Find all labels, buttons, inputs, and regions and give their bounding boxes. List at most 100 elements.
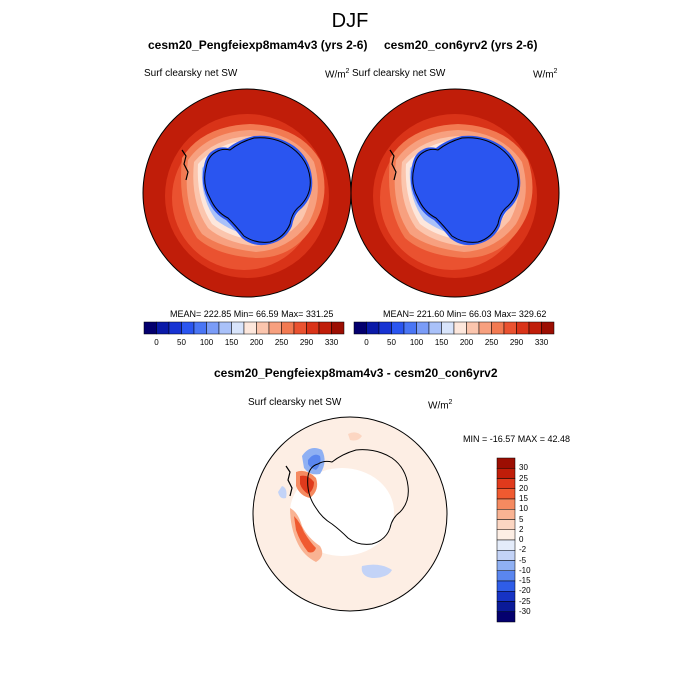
panel-2-colorbar-swatch <box>366 321 380 335</box>
panel-3-colorbar-swatch <box>496 570 516 582</box>
panel-1-colorbar-swatch <box>181 321 195 335</box>
panel-1-antarctica-field <box>202 135 313 246</box>
panel-1-colorbar-swatch <box>293 321 307 335</box>
panel-1-colorbar <box>143 321 345 335</box>
panel-2-colorbar-tick-label: 150 <box>434 338 449 347</box>
panel-3-colorbar-swatch <box>496 580 516 592</box>
panel-2-colorbar-swatch <box>503 321 517 335</box>
panel-1-colorbar-tick-label: 250 <box>274 338 289 347</box>
panel-3-coastline <box>307 449 409 545</box>
panel-2-colorbar-swatch <box>428 321 442 335</box>
panel-2-colorbar-swatch <box>378 321 392 335</box>
page-title: DJF <box>331 10 369 32</box>
panel-3-colorbar-tick-label: -25 <box>519 596 531 606</box>
panel-1-colorbar-swatch <box>193 321 207 335</box>
panel-1-colorbar-swatch <box>218 321 232 335</box>
panel-1-colorbar-swatch <box>168 321 182 335</box>
panel-2-map-border <box>350 88 560 298</box>
panel-1-colorbar-tick-label: 200 <box>249 338 264 347</box>
panel-3-colorbar-swatch <box>496 591 516 602</box>
panel-3-colorbar-swatch <box>496 498 516 510</box>
panel-2-colorbar-swatch <box>466 321 480 335</box>
panel-1-units-exp: 2 <box>345 68 350 75</box>
panel-1-colorbar-swatch <box>281 321 295 335</box>
panel-3-colorbar-swatch <box>496 457 516 469</box>
panel-3-colorbar-tick-label: 5 <box>519 514 524 524</box>
panel-3-colorbar-tick-label: 30 <box>519 463 528 473</box>
panel-1-colorbar-swatch <box>268 321 282 335</box>
panel-3-colorbar-swatch <box>496 468 516 479</box>
panel-2-coastline <box>412 137 519 243</box>
panel-2-colorbar-swatch <box>478 321 492 335</box>
panel-2-colorbar-swatch <box>441 321 455 335</box>
panel-3-peninsula-outline <box>285 465 293 497</box>
panel-3-colorbar-swatch <box>496 601 516 612</box>
panel-3-colorbar <box>496 457 516 623</box>
panel-1-colorbar-swatch <box>243 321 257 335</box>
panel-2-colorbar-tick-label: 0 <box>364 338 369 347</box>
panel-2-colorbar <box>353 321 555 335</box>
panel-1-variable: Surf clearsky net SW <box>144 68 238 79</box>
panel-1-colorbar-tick-label: 100 <box>199 338 214 347</box>
panel-3-colorbar-tick-label: -10 <box>519 565 531 575</box>
panel-2-colorbar-swatch <box>353 321 367 335</box>
panel-1-title: cesm20_Pengfeiexp8mam4v3 (yrs 2-6) <box>148 38 368 52</box>
panel-3-colorbar-swatch <box>496 529 516 541</box>
panel-2-variable: Surf clearsky net SW <box>352 68 446 79</box>
panel-1-colorbar-swatch <box>143 321 157 335</box>
panel-2-title: cesm20_con6yrv2 (yrs 2-6) <box>384 38 538 52</box>
panel-1-colorbar-swatch <box>156 321 170 335</box>
panel-3-colorbar-tick-label: 20 <box>519 483 528 493</box>
panel-1-units: W/m2 <box>325 68 349 80</box>
panel-3-positive-patch-top <box>348 432 362 441</box>
panel-1-colorbar-swatch <box>206 321 220 335</box>
panel-3-colorbar-swatch <box>496 539 516 551</box>
panel-3-map <box>252 416 448 612</box>
panel-2-colorbar-swatch <box>516 321 530 335</box>
panel-2-colorbar-swatch <box>528 321 542 335</box>
panel-1-colorbar-swatch <box>256 321 270 335</box>
panel-1-colorbar-tick-label: 0 <box>154 338 159 347</box>
panel-3-variable: Surf clearsky net SW <box>248 397 342 408</box>
panel-2-units-exp: 2 <box>553 68 558 75</box>
panel-2-units-base: W/m <box>533 69 554 81</box>
panel-3-positive-core-peninsula <box>300 475 314 494</box>
panel-2-colorbar-tick-label: 250 <box>484 338 499 347</box>
panel-2-colorbar-tick-label: 50 <box>387 338 396 347</box>
panel-2-units: W/m2 <box>533 68 557 80</box>
panel-3-colorbar-tick-label: -5 <box>519 555 527 565</box>
panel-3-negative-patch-west <box>278 486 287 499</box>
panel-1-colorbar-tick-label: 50 <box>177 338 186 347</box>
panel-3-negative-core-north <box>308 454 321 470</box>
panel-1-colorbar-swatch <box>306 321 320 335</box>
panel-1-map <box>142 88 352 298</box>
panel-1-units-base: W/m <box>325 69 346 81</box>
panel-2-colorbar-swatch <box>403 321 417 335</box>
panel-2-stats: MEAN= 221.60 Min= 66.03 Max= 329.62 <box>383 309 547 319</box>
panel-3-colorbar-swatch <box>496 519 516 530</box>
panel-2-colorbar-swatch <box>491 321 505 335</box>
panel-3-colorbar-swatch <box>496 488 516 500</box>
panel-2-colorbar-tick-label: 290 <box>509 338 524 347</box>
panel-3-colorbar-swatch <box>496 611 516 623</box>
panel-1-coastline <box>204 137 311 243</box>
panel-3-units: W/m2 <box>428 399 452 411</box>
panel-2-colorbar-swatch <box>453 321 467 335</box>
panel-1-colorbar-swatch <box>318 321 332 335</box>
panel-1-stats: MEAN= 222.85 Min= 66.59 Max= 331.25 <box>170 309 334 319</box>
panel-2-colorbar-tick-label: 200 <box>459 338 474 347</box>
panel-3-colorbar-swatch <box>496 478 516 489</box>
panel-1-colorbar-tick-label: 150 <box>224 338 239 347</box>
panel-2-colorbar-swatch <box>416 321 430 335</box>
panel-3-colorbar-tick-label: 10 <box>519 504 528 514</box>
panel-3-map-border <box>252 416 448 612</box>
panel-3-stats: MIN = -16.57 MAX = 42.48 <box>463 434 571 444</box>
panel-2-map <box>350 88 560 298</box>
panel-2-colorbar-tick-label: 330 <box>534 338 549 347</box>
panel-2-peninsula-outline <box>389 149 397 181</box>
panel-2-antarctica-field <box>410 135 521 246</box>
panel-2-colorbar-tick-label: 100 <box>409 338 424 347</box>
panel-3-colorbar-tick-label: -30 <box>519 606 531 616</box>
panel-3-colorbar-tick-label: 0 <box>519 535 524 544</box>
panel-1-colorbar-tick-label: 330 <box>324 338 339 347</box>
